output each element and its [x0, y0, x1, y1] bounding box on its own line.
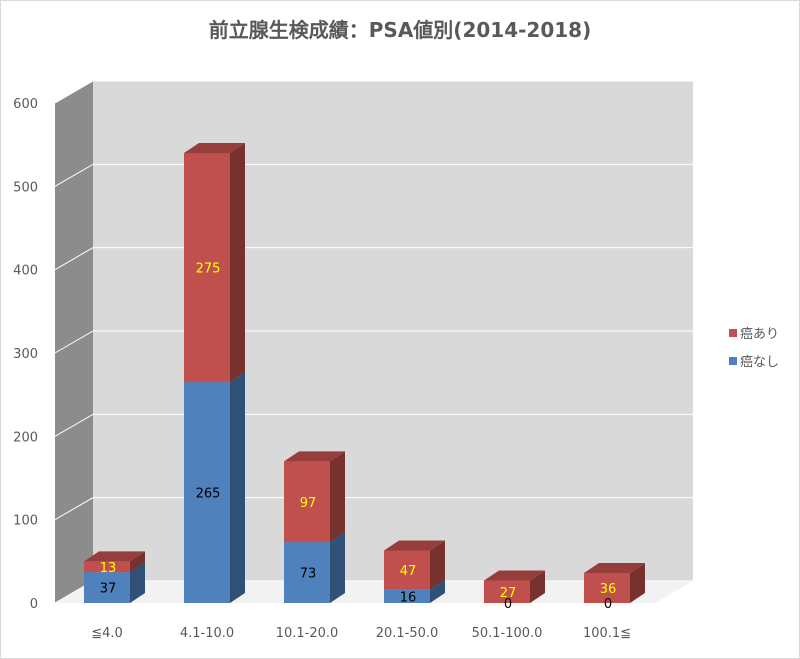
bar-cancer — [84, 561, 130, 573]
bar-top — [584, 563, 645, 573]
bar-cancer — [284, 461, 330, 543]
bar-side — [130, 551, 145, 573]
bar-no-cancer — [84, 572, 130, 603]
legend-label: 癌なし — [740, 354, 779, 370]
x-tick-label: 10.1-20.0 — [276, 626, 339, 641]
bar-side — [530, 570, 545, 603]
x-tick-label: ≦4.0 — [91, 626, 123, 641]
gridline — [54, 330, 693, 354]
bar-cancer — [584, 573, 630, 603]
bar-side — [330, 451, 345, 543]
data-label: 97 — [300, 496, 317, 511]
gridline — [54, 413, 693, 437]
bar-side — [430, 540, 445, 590]
legend-swatch — [729, 357, 737, 365]
legend-swatch — [729, 329, 737, 337]
bar-no-cancer — [384, 589, 430, 603]
x-tick-label: 4.1-10.0 — [180, 626, 234, 641]
y-tick-label: 200 — [13, 430, 38, 445]
y-tick-label: 100 — [13, 514, 38, 529]
data-label: 37 — [100, 582, 117, 597]
bar-side — [630, 563, 645, 603]
bar-cancer — [484, 580, 530, 603]
gridline — [54, 247, 693, 271]
data-label: 36 — [600, 582, 617, 597]
bar-side — [130, 562, 145, 603]
bar-no-cancer — [284, 542, 330, 603]
bar-side — [230, 372, 245, 603]
data-label: 47 — [400, 564, 417, 579]
bar-cancer — [384, 550, 430, 590]
x-tick-label: 20.1-50.0 — [376, 626, 439, 641]
bar-top — [184, 143, 245, 153]
bar-cancer — [184, 153, 230, 383]
gridline — [54, 80, 693, 104]
bar-top — [384, 540, 445, 551]
y-tick-label: 300 — [13, 347, 38, 362]
bar-no-cancer — [184, 382, 230, 603]
x-tick-label: 100.1≦ — [583, 626, 631, 641]
bar-top — [484, 570, 545, 581]
y-tick-label: 600 — [13, 97, 38, 112]
data-label: 275 — [196, 262, 221, 277]
gridline — [54, 163, 693, 187]
y-tick-label: 0 — [30, 597, 38, 612]
data-label: 0 — [504, 597, 512, 612]
data-label: 265 — [196, 487, 221, 502]
data-label: 0 — [604, 597, 612, 612]
data-label: 27 — [500, 586, 517, 601]
gridline — [54, 497, 693, 521]
data-label: 13 — [100, 561, 117, 576]
x-tick-label: 50.1-100.0 — [472, 626, 543, 641]
bar-top — [84, 551, 145, 562]
legend-label: 癌あり — [740, 326, 779, 342]
bar-top — [284, 451, 345, 462]
y-tick-label: 400 — [13, 264, 38, 279]
y-tick-label: 500 — [13, 180, 38, 195]
data-label: 73 — [300, 567, 317, 582]
bar-side — [430, 579, 445, 603]
bar-side — [330, 532, 345, 603]
bar-side — [230, 143, 245, 383]
chart-title: 前立腺生検成績：PSA値別(2014-2018) — [208, 18, 592, 42]
data-label: 16 — [400, 590, 417, 605]
